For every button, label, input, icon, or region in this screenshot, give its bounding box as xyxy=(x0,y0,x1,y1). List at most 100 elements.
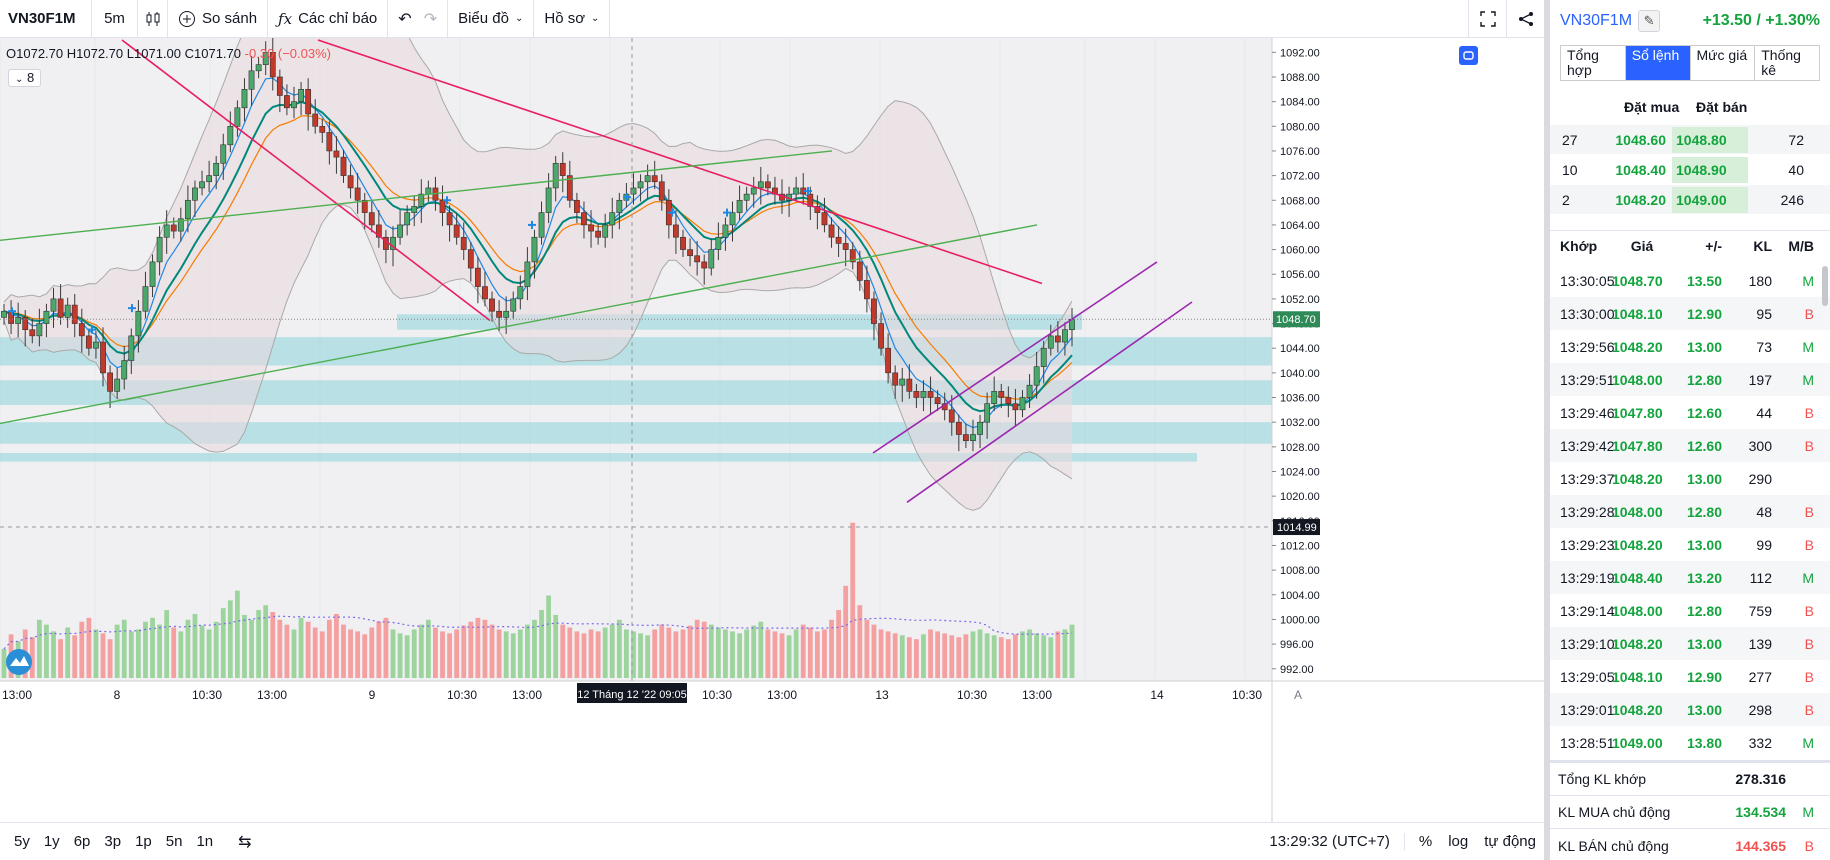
candle[interactable] xyxy=(538,201,545,245)
candle[interactable] xyxy=(680,229,686,257)
candle[interactable] xyxy=(177,207,184,242)
log-toggle[interactable]: log xyxy=(1448,833,1469,850)
candle[interactable] xyxy=(482,271,488,307)
candle[interactable] xyxy=(319,118,326,143)
match-row[interactable]: 13:29:51 1048.00 12.80 197 M xyxy=(1550,363,1830,396)
chart-type-dropdown[interactable]: Biểu đồ ⌄ xyxy=(448,0,535,38)
candle[interactable] xyxy=(708,238,715,276)
candle[interactable] xyxy=(595,223,602,245)
chart-area[interactable]: 1092.00 1088.00 1084.00 1080.00 1076.00 1072.… xyxy=(0,38,1544,822)
candle[interactable] xyxy=(135,300,142,353)
candle[interactable] xyxy=(100,327,106,387)
undo-icon[interactable]: ↶ xyxy=(398,10,412,28)
candle[interactable] xyxy=(842,228,849,267)
channel-purple-lower[interactable] xyxy=(906,301,1193,503)
candle[interactable] xyxy=(913,383,920,409)
candle[interactable] xyxy=(213,155,220,190)
redo-icon[interactable]: ↷ xyxy=(423,10,438,28)
tab-3[interactable]: Mức giá xyxy=(1691,46,1756,80)
panel-symbol[interactable]: VN30F1M xyxy=(1560,12,1633,29)
candle[interactable] xyxy=(885,333,892,384)
interval-button[interactable]: 5m xyxy=(92,0,138,38)
candle[interactable] xyxy=(128,328,135,375)
candle[interactable] xyxy=(298,81,304,116)
candle[interactable] xyxy=(276,69,283,113)
ask-price[interactable]: 1048.80 xyxy=(1672,126,1748,153)
match-row[interactable]: 13:29:19 1048.40 13.20 112 M xyxy=(1550,561,1830,594)
candle[interactable] xyxy=(64,297,71,328)
candle[interactable] xyxy=(970,419,976,452)
channel-purple-upper[interactable] xyxy=(872,261,1158,454)
candle[interactable] xyxy=(892,365,899,399)
candle[interactable] xyxy=(566,160,573,208)
candle[interactable] xyxy=(510,291,517,319)
candle[interactable] xyxy=(326,121,333,165)
candle[interactable] xyxy=(658,174,665,211)
range-button-3p[interactable]: 3p xyxy=(104,833,122,850)
trendline-green-lower[interactable] xyxy=(0,224,1038,425)
candle[interactable] xyxy=(878,312,884,356)
candle[interactable] xyxy=(1033,351,1040,399)
match-row[interactable]: 13:29:14 1048.00 12.80 759 B xyxy=(1550,594,1830,627)
candle[interactable] xyxy=(920,380,927,412)
candle[interactable] xyxy=(340,149,347,184)
candle[interactable] xyxy=(312,99,319,134)
candle[interactable] xyxy=(93,330,99,359)
match-row[interactable]: 13:29:23 1048.20 13.00 99 B xyxy=(1550,528,1830,561)
candle[interactable] xyxy=(71,293,78,338)
candle[interactable] xyxy=(50,287,57,328)
candle[interactable] xyxy=(1040,340,1047,384)
auto-scale-corner[interactable]: A xyxy=(1294,688,1302,702)
candle[interactable] xyxy=(574,192,580,224)
candle[interactable] xyxy=(184,185,191,233)
candle[interactable] xyxy=(673,210,679,254)
price-scale-button[interactable] xyxy=(1459,46,1478,65)
trendline-red-resistance[interactable] xyxy=(317,39,1043,285)
scrollbar[interactable] xyxy=(1822,266,1828,306)
candle[interactable] xyxy=(552,155,559,202)
candle[interactable] xyxy=(29,318,36,344)
candle[interactable] xyxy=(36,308,43,347)
candle[interactable] xyxy=(284,84,290,116)
bid-price[interactable]: 1048.20 xyxy=(1615,191,1666,208)
candle[interactable] xyxy=(835,226,842,257)
candle[interactable] xyxy=(793,176,800,202)
candle[interactable] xyxy=(1047,324,1054,356)
candle-style-button[interactable] xyxy=(138,0,168,38)
candle[interactable] xyxy=(609,197,616,239)
candle[interactable] xyxy=(446,205,453,242)
match-row[interactable]: 13:29:42 1047.80 12.60 300 B xyxy=(1550,429,1830,462)
ask-price[interactable]: 1049.00 xyxy=(1672,186,1748,213)
candle[interactable] xyxy=(262,41,269,76)
candle[interactable] xyxy=(489,291,495,322)
symbol-button[interactable]: VN30F1M xyxy=(0,0,92,38)
match-row[interactable]: 13:29:01 1048.20 13.00 298 B xyxy=(1550,693,1830,726)
candle[interactable] xyxy=(899,367,906,402)
candle[interactable] xyxy=(637,174,644,202)
candle[interactable] xyxy=(1005,386,1012,418)
candle[interactable] xyxy=(991,376,998,412)
candle[interactable] xyxy=(559,152,566,193)
indicators-button[interactable]: ƒx Các chỉ báo xyxy=(268,0,389,38)
candle[interactable] xyxy=(517,275,524,310)
candle[interactable] xyxy=(411,195,418,227)
candle[interactable] xyxy=(934,390,941,412)
range-button-5n[interactable]: 5n xyxy=(165,833,183,850)
candle[interactable] xyxy=(142,271,149,319)
candle[interactable] xyxy=(906,364,913,399)
auto-toggle[interactable]: tự động xyxy=(1484,833,1536,850)
candle[interactable] xyxy=(291,86,297,119)
range-button-5y[interactable]: 5y xyxy=(14,833,30,850)
candle[interactable] xyxy=(856,250,863,291)
candle[interactable] xyxy=(1019,390,1026,418)
candle[interactable] xyxy=(651,160,658,190)
price-chart[interactable]: 1092.00 1088.00 1084.00 1080.00 1076.00 1072.… xyxy=(0,38,1544,822)
candle[interactable] xyxy=(524,247,531,301)
candle[interactable] xyxy=(404,205,411,236)
candle[interactable] xyxy=(955,414,962,452)
candle[interactable] xyxy=(368,201,375,233)
bid-price[interactable]: 1048.40 xyxy=(1615,161,1666,178)
candle[interactable] xyxy=(849,242,856,270)
candle[interactable] xyxy=(220,133,227,180)
candle[interactable] xyxy=(977,414,983,449)
